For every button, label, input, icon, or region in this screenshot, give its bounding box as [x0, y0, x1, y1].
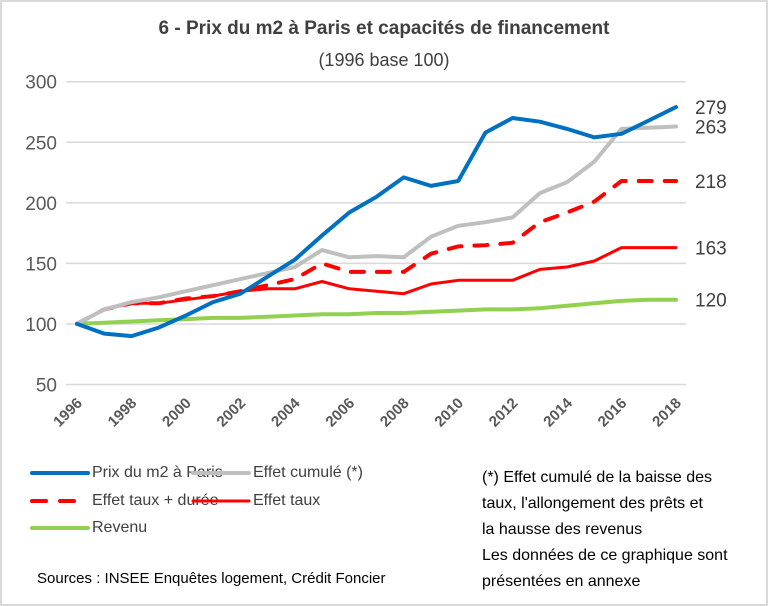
series-line-prix-du-m2-paris [75, 105, 678, 339]
x-tick-label: 1998 [105, 395, 141, 431]
end-data-label: 120 [695, 291, 727, 312]
series-line-effet-taux-dur-e [75, 179, 678, 326]
x-tick-label: 2016 [595, 395, 631, 431]
legend-label: Prix du m2 à Paris [92, 464, 223, 481]
footnote: (*) Effet cumulé de la baisse des taux, … [482, 465, 768, 595]
legend-swatch [191, 471, 251, 475]
legend-swatch [191, 499, 251, 503]
legend-item-revenu: Revenu [30, 519, 147, 537]
chart-title: 6 - Prix du m2 à Paris et capacités de f… [158, 18, 610, 39]
x-tick-label: 2008 [377, 395, 413, 431]
sources: Sources : INSEE Enquêtes logement, Crédi… [37, 570, 386, 587]
y-tick-label: 150 [25, 254, 57, 275]
footnote-line: taux, l'allongement des prêts et [482, 495, 703, 512]
legend-item-effet-taux-duree: Effet taux + durée [30, 492, 218, 510]
legend-swatch [30, 471, 90, 475]
legend-label: Revenu [92, 519, 148, 536]
legend-item-effet-cumule: Effet cumulé (*) [191, 464, 363, 482]
legend-label: Effet taux + durée [92, 492, 219, 509]
footnote-line: (*) Effet cumulé de la baisse des [482, 469, 713, 486]
legend-swatch [30, 499, 90, 503]
end-data-label: 279 [695, 98, 727, 119]
x-tick-label: 1996 [50, 395, 86, 431]
x-tick-label: 2014 [540, 394, 576, 430]
x-tick-label: 2012 [486, 395, 522, 431]
y-tick-label: 50 [36, 376, 57, 397]
footnote-line: la hausse des revenus [482, 521, 643, 538]
series-line-effet-cumul [75, 124, 678, 326]
legend-item-effet-taux: Effet taux [191, 492, 320, 510]
legend-label: Effet cumulé (*) [253, 464, 363, 481]
end-data-label: 163 [695, 239, 727, 260]
x-tick-label: 2018 [649, 395, 685, 431]
x-tick-label: 2002 [214, 395, 250, 431]
y-tick-label: 300 [25, 73, 57, 94]
end-data-label: 218 [695, 172, 727, 193]
legend-label: Effet taux [253, 492, 321, 509]
footnote-line: Les données de ce graphique sont [482, 547, 728, 564]
y-tick-label: 200 [25, 194, 57, 215]
chart-subtitle: (1996 base 100) [318, 50, 450, 70]
x-tick-label: 2000 [159, 395, 195, 431]
footnote-line: présentées en annexe [482, 573, 641, 590]
x-tick-label: 2010 [431, 395, 467, 431]
y-tick-label: 100 [25, 315, 57, 336]
x-tick-label: 2006 [322, 395, 358, 431]
x-tick-label: 2004 [268, 394, 304, 430]
legend-item-prix: Prix du m2 à Paris [30, 464, 223, 482]
y-tick-label: 250 [25, 133, 57, 154]
end-data-label: 263 [695, 118, 727, 139]
legend-swatch [30, 526, 90, 530]
